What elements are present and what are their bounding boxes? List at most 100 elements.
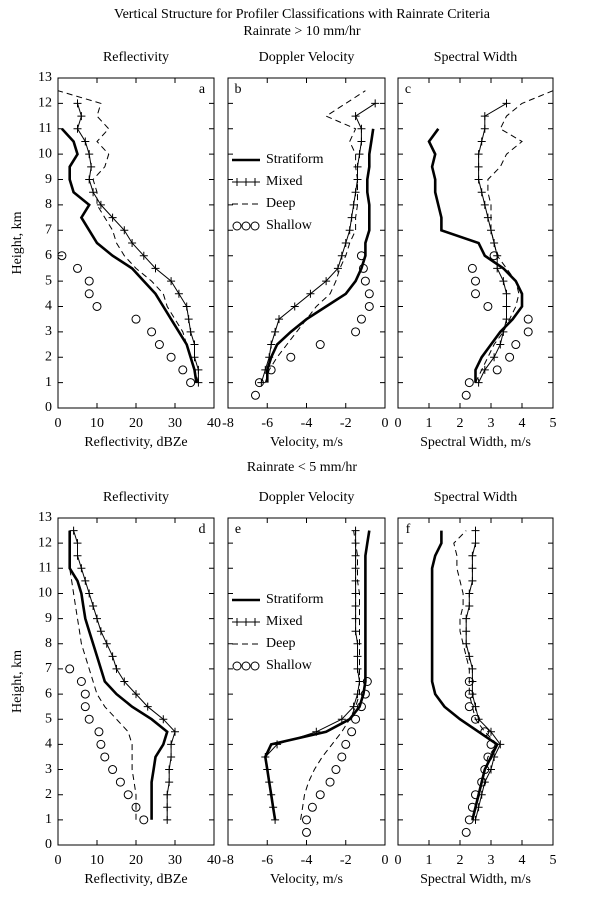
profile-point: [351, 564, 360, 573]
profile-line: [453, 530, 498, 820]
profile-point: [461, 827, 471, 837]
profile-point: [77, 112, 86, 121]
profile-point: [96, 627, 105, 636]
profile-point: [312, 727, 321, 736]
legend-swatch: [242, 618, 250, 626]
panel-label: d: [199, 522, 206, 537]
x-tick-label: 10: [90, 853, 104, 868]
profile-point: [167, 752, 176, 761]
profile-point: [502, 302, 511, 311]
profile-point: [73, 124, 82, 133]
profile-point: [273, 740, 282, 749]
profile-point: [474, 150, 483, 159]
profile-point: [143, 702, 152, 711]
profile-point: [163, 815, 172, 824]
profile-point: [92, 301, 102, 311]
profile-point: [467, 263, 477, 273]
y-tick-label: 4: [45, 299, 52, 314]
profile-point: [351, 614, 360, 623]
profile-point: [73, 99, 82, 108]
x-tick-label: -8: [222, 416, 234, 431]
x-axis-label: Spectral Width, m/s: [420, 872, 531, 887]
profile-point: [306, 289, 315, 298]
x-tick-label: -2: [340, 416, 352, 431]
profile-point: [108, 213, 117, 222]
profile-point: [123, 790, 133, 800]
profile-point: [331, 765, 341, 775]
profile-point: [267, 340, 276, 349]
profile-point: [502, 289, 511, 298]
panel-label: c: [405, 82, 411, 97]
profile-point: [307, 802, 317, 812]
profile-point: [351, 602, 360, 611]
profile-point: [171, 727, 179, 736]
profile-point: [266, 365, 276, 375]
profile-point: [263, 765, 272, 774]
profile-point: [351, 714, 361, 724]
figure-title: Vertical Structure for Profiler Classifi…: [114, 7, 491, 22]
y-axis-label: Height, km: [10, 650, 25, 713]
profile-point: [465, 589, 474, 598]
profile-point: [496, 340, 505, 349]
profile-point: [93, 614, 101, 623]
profile-point: [468, 564, 477, 573]
profile-point: [337, 715, 346, 724]
x-tick-label: 0: [55, 416, 62, 431]
profile-line: [430, 530, 499, 821]
x-tick-label: 30: [168, 853, 182, 868]
profile-point: [159, 715, 168, 724]
x-tick-label: 5: [550, 416, 557, 431]
legend-label: Stratiform: [266, 592, 324, 607]
profile-point: [290, 302, 299, 311]
profile-line: [263, 530, 371, 821]
profile-line: [475, 90, 554, 383]
profile-point: [77, 564, 86, 573]
profile-point: [139, 815, 149, 825]
profile-point: [480, 112, 489, 121]
panel-label: b: [235, 82, 242, 97]
profile-point: [131, 314, 141, 324]
profile-point: [349, 200, 358, 209]
profile-point: [353, 664, 362, 673]
profile-point: [351, 112, 360, 121]
x-tick-label: 3: [488, 853, 495, 868]
y-tick-label: 8: [45, 636, 52, 651]
x-tick-label: 2: [457, 853, 464, 868]
profile-point: [194, 365, 203, 374]
profile-point: [505, 352, 515, 362]
profile-line: [68, 530, 169, 820]
profile-point: [178, 365, 188, 375]
y-tick-label: 2: [45, 349, 52, 364]
profile-point: [165, 765, 174, 774]
x-tick-label: 0: [55, 853, 62, 868]
profile-point: [511, 340, 521, 350]
x-tick-label: 0: [395, 853, 402, 868]
profile-point: [112, 664, 121, 673]
x-tick-label: -6: [261, 853, 273, 868]
profile-point: [174, 289, 183, 298]
profile-point: [115, 777, 125, 787]
profile-point: [341, 239, 350, 247]
profile-point: [147, 327, 157, 337]
profile-point: [80, 689, 90, 699]
profile-point: [96, 739, 106, 749]
profile-point: [480, 124, 489, 133]
profile-point: [194, 378, 203, 387]
x-axis-label: Reflectivity, dBZe: [84, 435, 187, 450]
profile-point: [358, 263, 368, 273]
panel-label: e: [235, 522, 241, 537]
profile-point: [163, 803, 172, 812]
profile-point: [108, 765, 118, 775]
profile-point: [250, 390, 260, 400]
profile-point: [471, 539, 480, 548]
profile-point: [84, 714, 94, 724]
profile-point: [65, 664, 75, 674]
profile-point: [271, 327, 280, 336]
profile-point: [261, 365, 270, 374]
legend-swatch: [242, 178, 250, 186]
profile-point: [163, 790, 172, 799]
profile-point: [353, 162, 362, 171]
y-tick-label: 0: [45, 837, 52, 852]
x-tick-label: 10: [90, 416, 104, 431]
